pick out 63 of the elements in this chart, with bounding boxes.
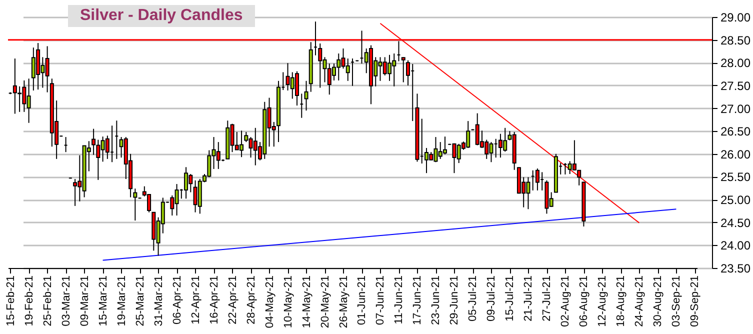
x-tick-label: 18-Aug-21 <box>615 276 628 327</box>
candlestick <box>346 58 350 82</box>
y-tick-label: 25.00 <box>720 193 751 208</box>
y-tick-label: 27.00 <box>720 102 751 116</box>
x-tick-label: 28-Apr-21 <box>245 276 258 324</box>
y-tick-label: 27.50 <box>720 78 751 93</box>
candlestick <box>304 80 308 112</box>
x-tick-label: 12-Apr-21 <box>190 276 202 324</box>
x-tick-label: 19-Feb-21 <box>23 276 36 326</box>
x-tick-label: 04-May-21 <box>264 276 276 328</box>
x-tick-label: 14-May-21 <box>300 276 313 328</box>
x-tick-label: 02-Aug-21 <box>560 276 572 327</box>
chart-title: Silver - Daily Candles <box>68 5 255 27</box>
x-tick-label: 25-Feb-21 <box>42 276 54 326</box>
x-tick-label: 15-Mar-21 <box>97 276 110 326</box>
x-tick-label: 21-Jul-21 <box>522 276 535 322</box>
x-tick-label: 10-May-21 <box>282 276 294 328</box>
x-tick-label: 29-Jun-21 <box>448 276 461 326</box>
x-tick-label: 03-Sep-21 <box>670 276 683 327</box>
x-tick-label: 25-Mar-21 <box>134 276 146 326</box>
x-tick-label: 17-Jun-21 <box>412 276 424 326</box>
x-tick-label: 09-Jul-21 <box>486 276 498 322</box>
candlestick <box>184 166 188 200</box>
candlestick <box>73 178 78 206</box>
y-tick-label: 25.50 <box>720 170 751 184</box>
x-tick-label: 31-Mar-21 <box>152 276 165 326</box>
candlestick <box>535 168 540 191</box>
x-tick-label: 27-Jul-21 <box>541 276 554 322</box>
x-tick-label: 06-Apr-21 <box>171 276 184 324</box>
candlestick <box>442 136 447 155</box>
y-tick-label: 28.00 <box>720 56 751 70</box>
x-tick-label: 26-May-21 <box>338 276 350 328</box>
candlestick <box>92 128 96 156</box>
candlestick <box>133 188 138 222</box>
x-tick-label: 01-Jun-21 <box>356 276 368 326</box>
x-tick-label: 11-Jun-21 <box>393 276 406 324</box>
candlestick <box>401 56 406 83</box>
x-tick-label: 03-Mar-21 <box>60 276 72 326</box>
x-tick-label: 07-Jun-21 <box>374 276 387 326</box>
y-tick-label: 26.50 <box>720 124 751 139</box>
x-tick-label: 15-Feb-21 <box>4 276 17 326</box>
x-tick-label: 24-Aug-21 <box>634 276 646 327</box>
candlestick <box>105 135 110 160</box>
x-tick-label: 16-Apr-21 <box>208 276 220 324</box>
candlestick <box>406 60 410 86</box>
y-tick-label: 24.50 <box>720 216 751 230</box>
y-tick-label: 24.00 <box>720 238 751 253</box>
x-tick-label: 12-Aug-21 <box>596 276 609 327</box>
x-tick-label: 30-Aug-21 <box>652 276 664 327</box>
y-tick-label: 26.00 <box>720 147 751 162</box>
x-tick-label: 15-Jul-21 <box>504 276 516 322</box>
y-tick-label: 29.00 <box>720 10 751 24</box>
candlestick <box>216 142 220 170</box>
x-tick-label: 23-Jun-21 <box>430 276 442 326</box>
x-tick-label: 22-Apr-21 <box>226 276 239 324</box>
x-tick-label: 20-May-21 <box>319 276 332 328</box>
x-tick-label: 06-Aug-21 <box>578 276 590 327</box>
x-tick-label: 05-Jul-21 <box>467 276 480 322</box>
x-tick-label: 19-Mar-21 <box>116 276 128 326</box>
x-tick-label: 09-Sep-21 <box>689 276 702 327</box>
x-tick-label: 09-Mar-21 <box>78 276 91 326</box>
y-tick-label: 28.50 <box>720 33 751 48</box>
y-tick-label: 23.50 <box>720 262 751 276</box>
